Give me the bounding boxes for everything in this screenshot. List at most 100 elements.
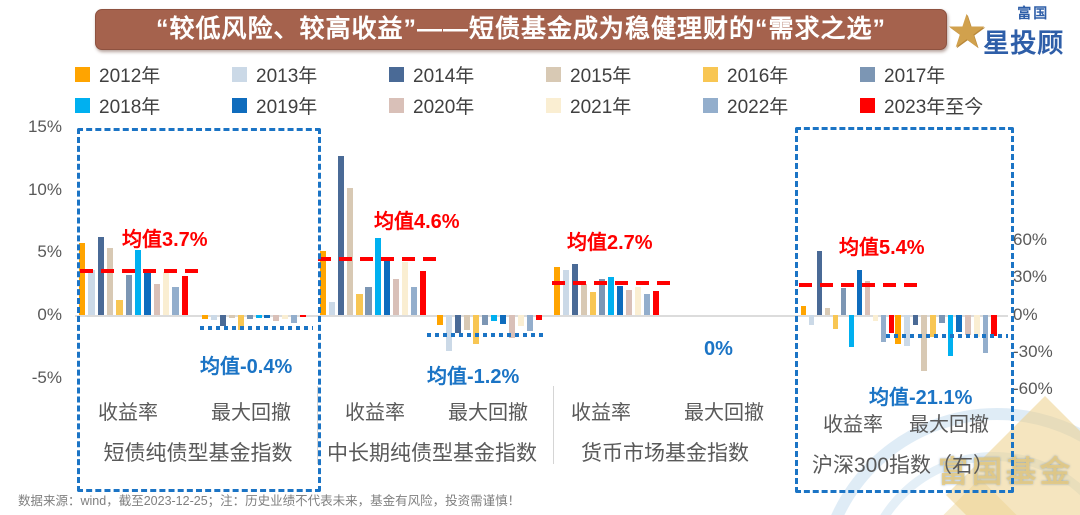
legend-swatch-icon [232, 66, 247, 82]
bar [938, 315, 945, 324]
bar [881, 315, 887, 342]
legend-label: 2018年 [99, 96, 161, 118]
bar [79, 243, 86, 315]
bar [833, 315, 839, 330]
legend-swatch-icon [546, 97, 561, 113]
bar [841, 287, 847, 315]
bar [895, 315, 901, 344]
legend-label: 2017年 [884, 65, 946, 87]
bar [228, 315, 235, 318]
category-label-return: 收益率 [98, 402, 158, 424]
legend-label: 2022年 [727, 96, 789, 118]
legend-swatch-icon [703, 66, 718, 82]
category-label-return: 收益率 [345, 402, 405, 424]
mean-label: 均值5.4% [839, 237, 925, 259]
bar [410, 287, 417, 315]
bar [383, 259, 390, 315]
left-axis-tick: 0% [37, 305, 62, 324]
legend-swatch-icon [860, 97, 875, 113]
legend-label: 2012年 [99, 65, 161, 87]
bar [347, 188, 354, 315]
category-label-return: 收益率 [823, 414, 883, 436]
mean-label: 均值-21.1% [869, 387, 973, 409]
legend-item: 2020年 [389, 94, 475, 118]
legend-label: 2015年 [570, 65, 632, 87]
legend-label: 2023年至今 [884, 96, 984, 118]
bar [291, 315, 298, 323]
bar [653, 291, 660, 315]
bar [437, 315, 444, 326]
legend-swatch-icon [389, 66, 404, 82]
legend-item: 2012年 [75, 63, 161, 87]
bar [300, 315, 307, 317]
bar [144, 269, 151, 315]
bar [973, 315, 980, 338]
bar [219, 315, 226, 327]
bar [509, 315, 516, 338]
bar [536, 315, 543, 321]
legend-swatch-icon [75, 66, 90, 82]
bar [419, 271, 427, 315]
group-name-label: 沪深300指数（右） [811, 454, 995, 477]
bar [956, 315, 963, 332]
bar [365, 287, 372, 315]
left-axis-tick: -5% [31, 367, 62, 387]
bar [125, 274, 132, 315]
category-label-drawdown: 最大回撤 [448, 402, 528, 424]
brand-name-small: 富国 [1017, 4, 1050, 21]
legend-label: 2014年 [413, 65, 475, 87]
bar [210, 315, 217, 321]
legend-label: 2020年 [413, 96, 475, 118]
legend-label: 2016年 [727, 65, 789, 87]
bar [563, 269, 570, 315]
bar [88, 269, 95, 315]
bar [202, 315, 209, 319]
legend-label: 2021年 [570, 96, 632, 118]
bar [865, 281, 871, 315]
right-axis-tick: 0% [1013, 304, 1038, 324]
bar [282, 315, 289, 319]
legend-item: 2014年 [389, 63, 475, 87]
left-axis-tick: 15% [27, 116, 62, 136]
bar [320, 250, 327, 315]
legend-item: 2021年 [546, 94, 632, 118]
bar [590, 292, 597, 315]
legend-item: 2023年至今 [860, 94, 984, 118]
bar [644, 293, 651, 315]
bar [172, 287, 179, 315]
mean-line-red [318, 257, 441, 261]
category-label-drawdown: 最大回撤 [684, 402, 764, 424]
bar [163, 272, 170, 315]
right-axis-tick: -30% [1013, 341, 1053, 361]
bar [255, 315, 262, 318]
watermark-text: 富国基金 [938, 456, 1074, 489]
legend-swatch-icon [546, 66, 561, 82]
bar [599, 278, 606, 315]
bar [246, 315, 253, 319]
category-separator [317, 386, 318, 464]
bar [329, 302, 336, 315]
bar [455, 315, 462, 333]
category-label-return: 收益率 [571, 402, 631, 424]
bar [392, 278, 399, 315]
bar [965, 315, 971, 335]
bar [912, 315, 919, 325]
page-title: “较低风险、较高收益”——短债基金成为稳健理财的“需求之选” [95, 9, 947, 50]
legend-item: 2018年 [75, 94, 161, 118]
bar [237, 315, 244, 331]
brand-logo: ★ 富国 星投顾 [946, 3, 1078, 59]
bar [857, 269, 863, 315]
bar [356, 293, 363, 315]
mean-label: 均值-0.4% [200, 356, 293, 378]
brand-name-large: 星投顾 [983, 27, 1065, 58]
bar [116, 299, 123, 315]
bar [374, 238, 381, 315]
group-name-label: 货币市场基金指数 [581, 442, 749, 465]
mean-label: 均值3.7% [122, 229, 208, 251]
mean-line-red [552, 281, 676, 285]
legend-item: 2022年 [703, 94, 789, 118]
legend-label: 2013年 [256, 65, 318, 87]
bar [991, 315, 998, 337]
bar [817, 250, 823, 315]
bar [181, 276, 188, 315]
